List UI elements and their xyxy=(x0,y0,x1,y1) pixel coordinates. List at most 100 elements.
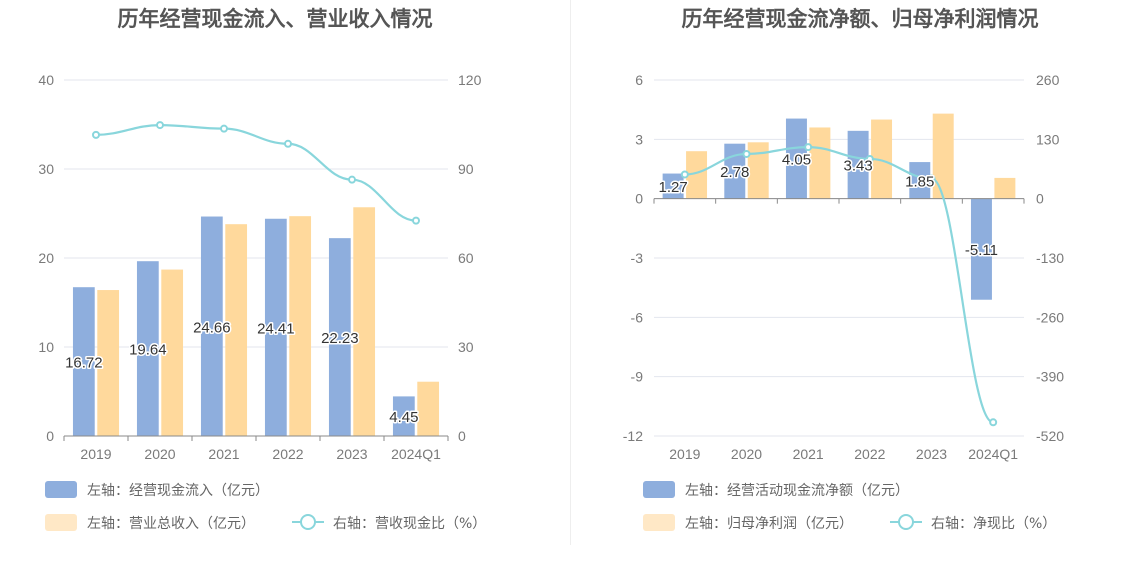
line-point xyxy=(927,174,936,183)
y-right-tick-label: 0 xyxy=(1036,191,1044,207)
y-right-tick-label: -130 xyxy=(1036,250,1064,266)
y-left-tick-label: 0 xyxy=(635,191,643,207)
y-right-tick-label: -390 xyxy=(1036,369,1064,385)
y-left-tick-label: 40 xyxy=(38,72,54,88)
bar-a xyxy=(392,396,415,436)
bar-a xyxy=(200,216,223,436)
line-point xyxy=(92,130,100,139)
chart2-plot-area: -12 -9 -6 -3 0 3 6 -520 -390 -260 -130 0 130 260 2019 2… xyxy=(623,72,1064,462)
y-right-tick-label: 130 xyxy=(1036,131,1060,147)
y-left-tick-label: 10 xyxy=(38,339,54,355)
bar-b xyxy=(994,177,1016,199)
legend-swatch-net-cash-ratio xyxy=(890,514,922,530)
bar-data-label: -5.11 xyxy=(965,242,998,259)
bar-data-label: 1.27 xyxy=(659,179,688,196)
x-tick-label: 2020 xyxy=(731,446,762,462)
bar-b xyxy=(353,207,376,436)
x-tick-label: 2024Q1 xyxy=(968,446,1018,462)
legend-label-revenue-cash-ratio: 右轴：营收现金比（%） xyxy=(333,516,486,532)
chart2-legend: 左轴：经营活动现金流净额（亿元） 左轴：归母净利润（亿元） 右轴：净现比（%） xyxy=(643,481,1056,532)
bar-b xyxy=(747,142,769,199)
bar-b xyxy=(289,216,312,436)
chart-divider xyxy=(570,0,571,545)
line-point xyxy=(680,170,689,179)
line-point xyxy=(742,149,751,158)
line-point xyxy=(804,143,813,152)
x-tick-label: 2022 xyxy=(854,446,885,462)
x-tick-label: 2023 xyxy=(916,446,947,462)
legend-swatch-net-profit xyxy=(643,514,675,531)
bar-b xyxy=(417,381,440,436)
bar-data-label: 24.41 xyxy=(257,320,295,337)
bar-b xyxy=(871,119,893,199)
y-right-tick-label: 260 xyxy=(1036,72,1060,88)
line-point xyxy=(412,216,420,225)
y-right-tick-label: 60 xyxy=(458,250,474,266)
bar-a xyxy=(264,218,287,436)
chart1-title: 历年经营现金流入、营业收入情况 xyxy=(118,7,433,31)
bar-b xyxy=(161,269,184,436)
legend-swatch-revenue xyxy=(45,514,77,531)
bar-a xyxy=(909,162,931,199)
x-tick-label: 2021 xyxy=(208,446,239,462)
x-tick-label: 2024Q1 xyxy=(391,446,441,462)
x-tick-label: 2022 xyxy=(272,446,303,462)
bar-data-label: 16.72 xyxy=(65,355,103,372)
y-right-tick-label: 120 xyxy=(458,72,482,88)
legend-swatch-revenue-cash-ratio xyxy=(292,514,324,530)
chart-cash-inflow-revenue: 历年经营现金流入、营业收入情况 0 10 20 30 40 0 30 60 90 120 2019 2… xyxy=(38,7,486,532)
x-tick-label: 2019 xyxy=(80,446,111,462)
x-tick-label: 2020 xyxy=(144,446,175,462)
y-right-tick-label: -260 xyxy=(1036,309,1064,325)
legend-label-net-cash-ratio: 右轴：净现比（%） xyxy=(931,516,1056,532)
legend-label-revenue: 左轴：营业总收入（亿元） xyxy=(87,516,255,532)
bar-data-label: 4.05 xyxy=(782,152,811,169)
x-tick-label: 2019 xyxy=(669,446,700,462)
bar-a xyxy=(136,261,159,436)
line-point xyxy=(989,418,998,427)
bar-a xyxy=(662,173,684,199)
y-left-tick-label: 20 xyxy=(38,250,54,266)
y-right-tick-label: -520 xyxy=(1036,428,1064,444)
bar-data-label: 22.23 xyxy=(321,330,359,347)
y-right-tick-label: 30 xyxy=(458,339,474,355)
bar-b xyxy=(932,113,954,199)
bar-b xyxy=(225,224,248,436)
bar-a xyxy=(970,198,992,300)
bar-data-label: 3.43 xyxy=(844,158,873,175)
line-series xyxy=(95,123,417,222)
bar-b xyxy=(809,127,831,199)
y-right-tick-label: 90 xyxy=(458,161,474,177)
line-point xyxy=(220,124,228,133)
bar-b xyxy=(686,151,708,199)
line-point xyxy=(865,154,874,163)
bar-data-label: 1.85 xyxy=(905,173,934,190)
y-left-tick-label: -12 xyxy=(623,428,643,444)
bar-b xyxy=(97,290,120,436)
chart2-title: 历年经营现金流净额、归母净利润情况 xyxy=(682,7,1039,31)
bar-a xyxy=(847,130,869,199)
y-left-tick-label: -9 xyxy=(631,369,644,385)
bar-data-label: 24.66 xyxy=(193,319,231,336)
line-point xyxy=(156,121,164,130)
bar-a xyxy=(785,118,807,199)
legend-swatch-cash-inflow xyxy=(45,481,77,498)
line-point xyxy=(284,139,292,148)
y-left-tick-label: 3 xyxy=(635,131,643,147)
y-left-tick-label: -6 xyxy=(631,309,644,325)
legend-swatch-net-cash-flow xyxy=(643,481,675,498)
bar-data-label: 2.78 xyxy=(720,164,749,181)
bar-data-label: 4.45 xyxy=(389,409,418,426)
chart1-plot-area: 0 10 20 30 40 0 30 60 90 120 2019 2020 2021 2022 2023 2… xyxy=(38,72,481,462)
y-left-tick-label: 30 xyxy=(38,161,54,177)
y-left-tick-label: 0 xyxy=(46,428,54,444)
bar-a xyxy=(72,287,95,436)
x-tick-label: 2021 xyxy=(793,446,824,462)
legend-label-net-cash-flow: 左轴：经营活动现金流净额（亿元） xyxy=(685,483,909,499)
chart1-legend: 左轴：经营现金流入（亿元） 左轴：营业总收入（亿元） 右轴：营收现金比（%） xyxy=(45,481,486,532)
y-left-tick-label: 6 xyxy=(635,72,643,88)
line-point xyxy=(348,175,356,184)
bar-a xyxy=(328,238,351,436)
y-right-tick-label: 0 xyxy=(458,428,466,444)
